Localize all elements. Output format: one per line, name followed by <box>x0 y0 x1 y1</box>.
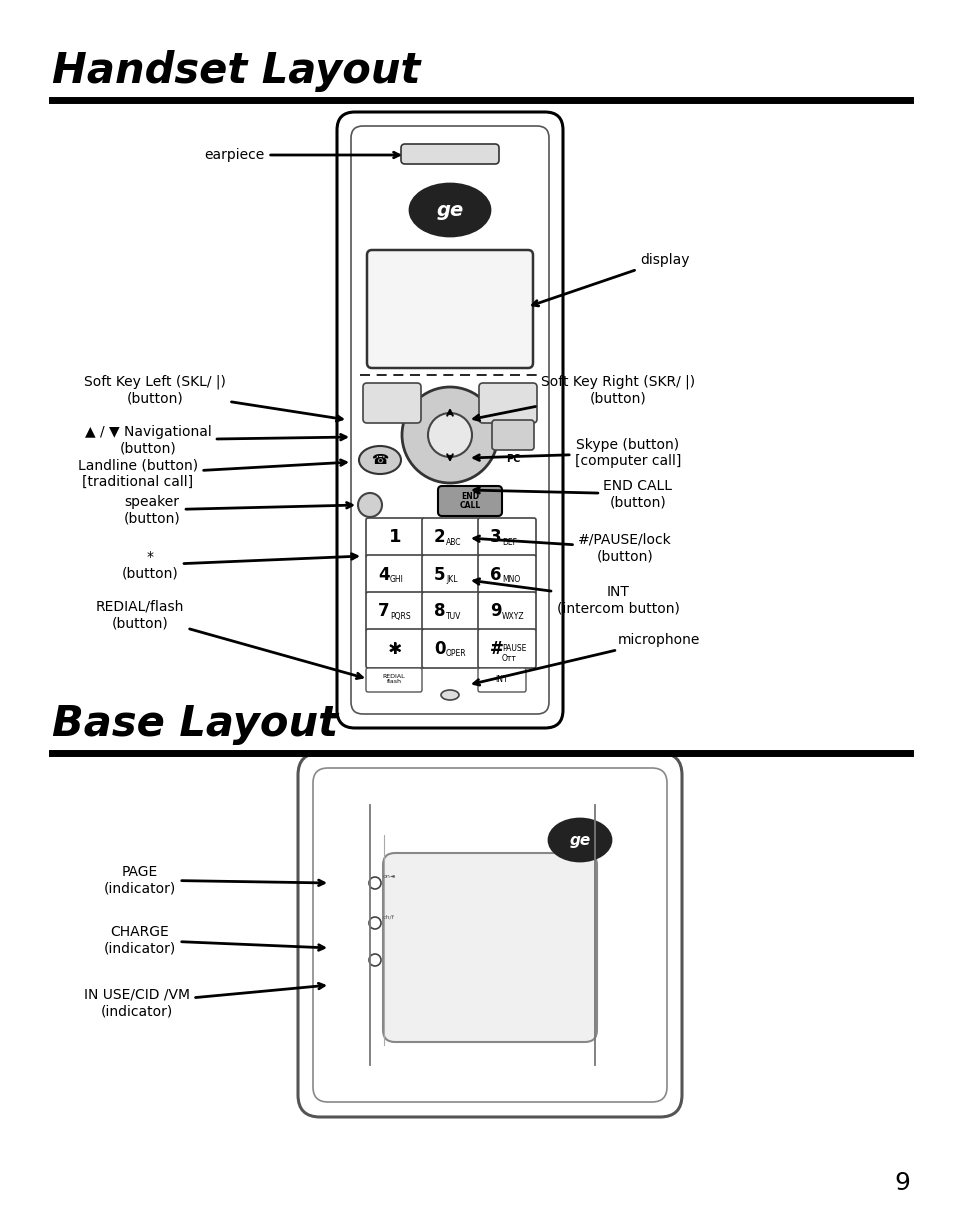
Text: 3: 3 <box>490 529 501 547</box>
Text: ge: ge <box>436 200 463 220</box>
Circle shape <box>369 954 380 966</box>
Text: Soft Key Right (SKR/ |)
(button): Soft Key Right (SKR/ |) (button) <box>474 374 695 420</box>
FancyBboxPatch shape <box>477 629 536 668</box>
Text: PQRS: PQRS <box>390 612 410 621</box>
Text: 9: 9 <box>490 603 501 621</box>
Text: ABC: ABC <box>446 538 461 547</box>
Circle shape <box>369 877 380 889</box>
FancyBboxPatch shape <box>366 668 421 693</box>
Text: MNO: MNO <box>501 575 519 584</box>
Text: PAGE
(indicator): PAGE (indicator) <box>104 865 324 895</box>
FancyBboxPatch shape <box>421 629 479 668</box>
FancyBboxPatch shape <box>367 250 533 368</box>
FancyBboxPatch shape <box>421 518 479 556</box>
Text: INT
(intercom button): INT (intercom button) <box>474 578 679 615</box>
Ellipse shape <box>548 819 610 861</box>
Text: JKL: JKL <box>446 575 457 584</box>
Text: 6: 6 <box>490 565 501 583</box>
Text: 4: 4 <box>377 565 389 583</box>
Text: REDIAL/flash
(button): REDIAL/flash (button) <box>95 600 362 679</box>
Text: 9: 9 <box>893 1171 909 1196</box>
Text: OPER: OPER <box>446 649 466 659</box>
Text: Soft Key Left (SKL/ |)
(button): Soft Key Left (SKL/ |) (button) <box>84 374 342 420</box>
Text: display: display <box>532 253 689 306</box>
FancyBboxPatch shape <box>437 486 501 516</box>
FancyBboxPatch shape <box>363 383 420 423</box>
Text: CHARGE
(indicator): CHARGE (indicator) <box>104 925 324 955</box>
Text: Landline (button)
[traditional call]: Landline (button) [traditional call] <box>78 459 346 490</box>
Ellipse shape <box>358 446 400 474</box>
Text: ▲ / ▼ Navigational
(button): ▲ / ▼ Navigational (button) <box>85 425 346 456</box>
FancyBboxPatch shape <box>366 592 423 631</box>
Text: Skype (button)
[computer call]: Skype (button) [computer call] <box>474 437 680 468</box>
Text: 1: 1 <box>388 529 401 547</box>
Circle shape <box>369 917 380 929</box>
FancyBboxPatch shape <box>477 555 536 594</box>
Text: speaker
(button): speaker (button) <box>124 495 352 525</box>
FancyBboxPatch shape <box>477 518 536 556</box>
FancyBboxPatch shape <box>297 753 681 1117</box>
Text: ∗: ∗ <box>387 639 402 657</box>
Circle shape <box>357 493 381 518</box>
Ellipse shape <box>410 183 490 236</box>
Text: Base Layout: Base Layout <box>52 703 337 745</box>
Circle shape <box>401 388 497 484</box>
Text: *
(button): * (button) <box>121 550 356 580</box>
Text: WXYZ: WXYZ <box>501 612 524 621</box>
FancyBboxPatch shape <box>382 853 597 1042</box>
Text: GHI: GHI <box>390 575 403 584</box>
Text: 8: 8 <box>434 603 445 621</box>
Text: PAUSE
Oтт: PAUSE Oтт <box>501 644 526 663</box>
Text: ☎: ☎ <box>371 453 388 467</box>
Text: IN USE/CID /VM
(indicator): IN USE/CID /VM (indicator) <box>84 983 324 1018</box>
FancyBboxPatch shape <box>421 592 479 631</box>
Text: 2: 2 <box>434 529 445 547</box>
FancyBboxPatch shape <box>478 383 537 423</box>
Text: earpiece: earpiece <box>205 148 398 162</box>
FancyBboxPatch shape <box>351 126 548 714</box>
Text: ∗: ∗ <box>386 639 403 659</box>
FancyBboxPatch shape <box>400 145 498 164</box>
Text: TUV: TUV <box>446 612 461 621</box>
FancyBboxPatch shape <box>366 518 423 556</box>
FancyBboxPatch shape <box>477 592 536 631</box>
FancyBboxPatch shape <box>366 555 423 594</box>
Text: END
CALL: END CALL <box>459 492 480 510</box>
Text: PC: PC <box>505 454 519 464</box>
Text: END CALL
(button): END CALL (button) <box>474 479 672 509</box>
Text: microphone: microphone <box>474 633 700 685</box>
Text: ge: ge <box>569 832 590 848</box>
Text: INT: INT <box>496 674 508 684</box>
Text: #/PAUSE/lock
(button): #/PAUSE/lock (button) <box>474 533 671 563</box>
Text: 7: 7 <box>377 603 389 621</box>
Text: #: # <box>490 639 503 657</box>
Text: on◄: on◄ <box>382 875 395 880</box>
FancyBboxPatch shape <box>313 768 666 1102</box>
Text: 0: 0 <box>434 639 445 657</box>
Circle shape <box>428 413 472 457</box>
Text: REDIAL
flash: REDIAL flash <box>382 674 405 684</box>
FancyBboxPatch shape <box>366 629 423 668</box>
FancyBboxPatch shape <box>421 555 479 594</box>
FancyBboxPatch shape <box>477 668 525 693</box>
Text: 5: 5 <box>434 565 445 583</box>
Text: DEF: DEF <box>501 538 517 547</box>
FancyBboxPatch shape <box>492 420 534 450</box>
Text: Handset Layout: Handset Layout <box>52 50 420 92</box>
Text: ch/f: ch/f <box>382 915 395 920</box>
Ellipse shape <box>440 690 458 700</box>
FancyBboxPatch shape <box>336 112 562 728</box>
